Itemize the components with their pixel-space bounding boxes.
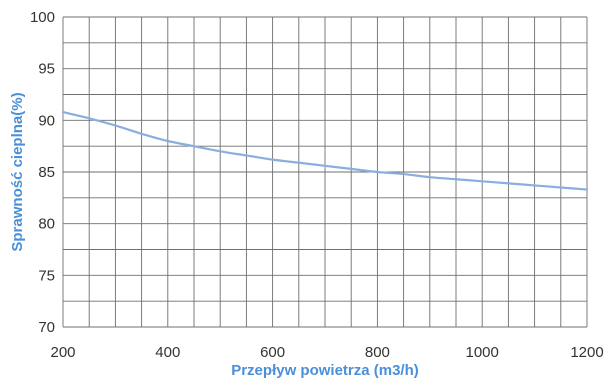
x-tick-labels: 200 400 600 800 1000 1200	[50, 344, 603, 361]
x-axis-title: Przepływ powietrza (m3/h)	[231, 362, 419, 379]
x-tick-label: 800	[365, 344, 390, 361]
y-tick-label: 85	[38, 164, 55, 181]
y-tick-label: 80	[38, 216, 55, 233]
y-tick-label: 90	[38, 112, 55, 129]
y-tick-label: 100	[30, 9, 55, 26]
x-tick-label: 1000	[466, 344, 499, 361]
series-line	[61, 110, 589, 191]
series-group	[61, 110, 589, 191]
y-tick-label: 75	[38, 267, 55, 284]
x-tick-label: 200	[50, 344, 75, 361]
x-tick-label: 600	[260, 344, 285, 361]
y-tick-label: 70	[38, 319, 55, 336]
y-tick-labels: 70 75 80 85 90 95 100	[30, 9, 55, 336]
x-tick-label: 1200	[570, 344, 603, 361]
y-tick-label: 95	[38, 61, 55, 78]
y-axis-title: Sprawność cieplna(%)	[9, 92, 26, 251]
grid	[62, 16, 588, 328]
x-tick-label: 400	[155, 344, 180, 361]
